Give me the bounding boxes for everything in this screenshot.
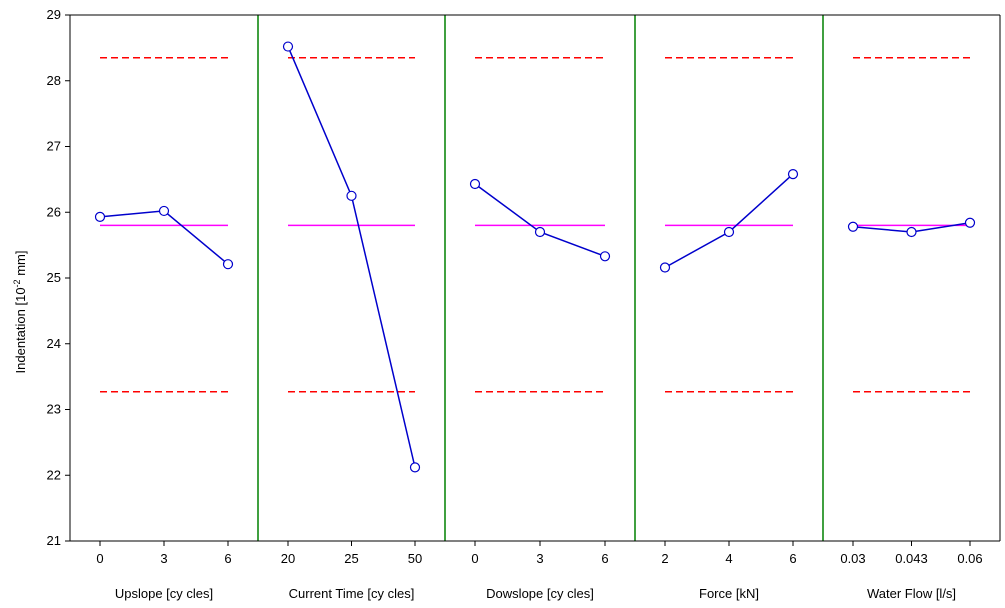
x-tick-label: 6: [601, 551, 608, 566]
data-point: [964, 217, 976, 228]
series-lines: [94, 41, 976, 473]
data-point: [94, 211, 106, 222]
data-point: [659, 262, 671, 273]
panel-label-5: Water Flow [l/s]: [867, 586, 956, 601]
x-tick-label: 50: [408, 551, 422, 566]
series-line-panel-2: [287, 46, 416, 468]
series-line-panel-1: [99, 210, 229, 265]
y-axis-label-tail: mm]: [13, 251, 28, 280]
y-axis-label-sup: -2: [12, 279, 22, 287]
y-tick-label: 24: [47, 336, 61, 351]
x-tick-label: 3: [160, 551, 167, 566]
x-tick-label: 20: [281, 551, 295, 566]
panel-label-2: Current Time [cy cles]: [289, 586, 415, 601]
x-tick-label: 6: [224, 551, 231, 566]
axes: [65, 14, 1001, 546]
y-tick-label: 26: [47, 204, 61, 219]
x-tick-label: 0.043: [895, 551, 928, 566]
x-tick-label: 3: [536, 551, 543, 566]
panel-label-3: Dowslope [cy cles]: [486, 586, 594, 601]
x-tick-label: 25: [344, 551, 358, 566]
data-point: [346, 190, 357, 201]
y-tick-label: 21: [47, 533, 61, 548]
panel-labels: Upslope [cy cles] Current Time [cy cles] D…: [115, 586, 956, 601]
data-point: [409, 462, 421, 473]
y-tick-label: 28: [47, 73, 61, 88]
x-tick-label: 2: [661, 551, 668, 566]
series-line-panel-4: [664, 173, 794, 269]
y-tick-label: 23: [47, 402, 61, 417]
x-tick-label: 0: [96, 551, 103, 566]
data-point: [282, 41, 294, 52]
y-tick-label: 27: [47, 139, 61, 154]
y-tick-label: 29: [47, 7, 61, 22]
y-axis-label: Indentation [10-2 mm]: [12, 251, 28, 374]
x-tick-label: 0: [471, 551, 478, 566]
reference-lines: [100, 56, 970, 393]
panel-dividers: [257, 15, 824, 541]
x-tick-label: 6: [789, 551, 796, 566]
y-tick-label: 22: [47, 467, 61, 482]
y-axis-label-main: Indentation [10: [13, 287, 28, 373]
x-tick-label: 0.06: [957, 551, 982, 566]
data-point: [723, 226, 735, 238]
x-tick-label: 0.03: [840, 551, 865, 566]
data-point: [847, 221, 859, 232]
data-point: [158, 205, 170, 217]
data-point: [469, 178, 481, 190]
data-point: [534, 226, 546, 238]
x-tick-label: 4: [725, 551, 732, 566]
data-point: [599, 251, 611, 262]
panel-label-1: Upslope [cy cles]: [115, 586, 213, 601]
y-tick-label: 25: [47, 270, 61, 285]
data-point: [222, 259, 234, 270]
panel-label-4: Force [kN]: [699, 586, 759, 601]
series-line-panel-3: [474, 183, 606, 258]
data-point: [906, 226, 917, 238]
data-point: [787, 169, 799, 180]
